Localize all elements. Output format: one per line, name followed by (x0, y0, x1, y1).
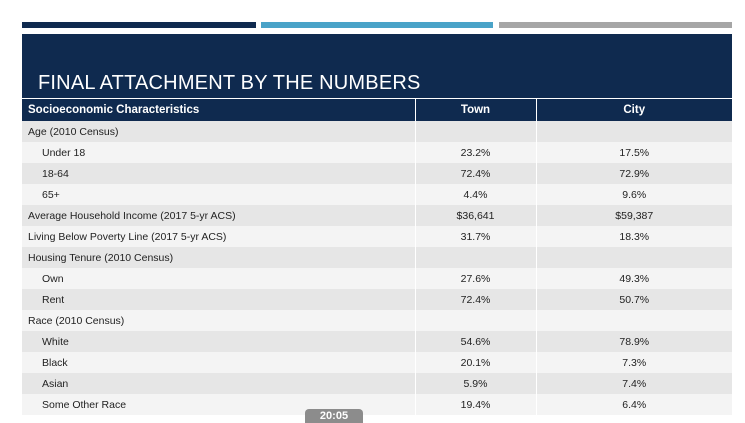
city-value: 49.3% (535, 268, 732, 289)
town-value: 19.4% (414, 394, 536, 415)
row-label: Asian (22, 373, 415, 394)
column-header-city: City (535, 99, 732, 121)
table-row: Living Below Poverty Line (2017 5-yr ACS… (22, 226, 732, 247)
accent-bars (22, 22, 732, 28)
city-value: 7.4% (535, 373, 732, 394)
row-label: Race (2010 Census) (22, 310, 415, 331)
city-value: 18.3% (535, 226, 732, 247)
table-row: Black 20.1% 7.3% (22, 352, 732, 373)
town-value: 72.4% (414, 163, 536, 184)
row-label: Black (22, 352, 415, 373)
accent-bar-navy (22, 22, 256, 28)
table-header-row: Socioeconomic Characteristics Town City (22, 99, 732, 121)
row-label: Average Household Income (2017 5-yr ACS) (22, 205, 415, 226)
table-row: Under 18 23.2% 17.5% (22, 142, 732, 163)
city-value: 6.4% (535, 394, 732, 415)
town-value: 5.9% (414, 373, 536, 394)
town-value: 4.4% (414, 184, 536, 205)
accent-bar-gray (499, 22, 732, 28)
town-value: $36,641 (414, 205, 536, 226)
socioeconomic-table: Socioeconomic Characteristics Town City … (22, 99, 732, 415)
town-value: 72.4% (414, 289, 536, 310)
row-label: 65+ (22, 184, 415, 205)
accent-bar-blue (261, 22, 493, 28)
city-value (535, 310, 732, 331)
row-label: White (22, 331, 415, 352)
city-value (535, 247, 732, 268)
town-value: 23.2% (414, 142, 536, 163)
row-label: Own (22, 268, 415, 289)
town-value (414, 121, 536, 142)
town-value: 20.1% (414, 352, 536, 373)
row-label: 18-64 (22, 163, 415, 184)
table-row: Own 27.6% 49.3% (22, 268, 732, 289)
table-row: Some Other Race 19.4% 6.4% (22, 394, 732, 415)
city-value: 50.7% (535, 289, 732, 310)
table-row: White 54.6% 78.9% (22, 331, 732, 352)
table-row: 65+ 4.4% 9.6% (22, 184, 732, 205)
town-value (414, 247, 536, 268)
city-value: 7.3% (535, 352, 732, 373)
table-row: Race (2010 Census) (22, 310, 732, 331)
table-row: 18-64 72.4% 72.9% (22, 163, 732, 184)
title-banner: FINAL ATTACHMENT BY THE NUMBERS (22, 34, 732, 98)
table-body: Age (2010 Census) Under 18 23.2% 17.5% 18-64… (22, 121, 732, 415)
column-header-town: Town (414, 99, 536, 121)
video-timestamp: 20:05 (305, 409, 363, 423)
town-value (414, 310, 536, 331)
city-value (535, 121, 732, 142)
table-row: Asian 5.9% 7.4% (22, 373, 732, 394)
table-row: Average Household Income (2017 5-yr ACS)… (22, 205, 732, 226)
city-value: 9.6% (535, 184, 732, 205)
row-label: Housing Tenure (2010 Census) (22, 247, 415, 268)
row-label: Rent (22, 289, 415, 310)
column-header-characteristics: Socioeconomic Characteristics (22, 99, 415, 121)
city-value: $59,387 (535, 205, 732, 226)
table-row: Age (2010 Census) (22, 121, 732, 142)
city-value: 72.9% (535, 163, 732, 184)
town-value: 27.6% (414, 268, 536, 289)
slide-title: FINAL ATTACHMENT BY THE NUMBERS (38, 72, 421, 94)
city-value: 17.5% (535, 142, 732, 163)
town-value: 31.7% (414, 226, 536, 247)
town-value: 54.6% (414, 331, 536, 352)
row-label: Age (2010 Census) (22, 121, 415, 142)
table-row: Rent 72.4% 50.7% (22, 289, 732, 310)
row-label: Living Below Poverty Line (2017 5-yr ACS… (22, 226, 415, 247)
row-label: Under 18 (22, 142, 415, 163)
city-value: 78.9% (535, 331, 732, 352)
table-row: Housing Tenure (2010 Census) (22, 247, 732, 268)
